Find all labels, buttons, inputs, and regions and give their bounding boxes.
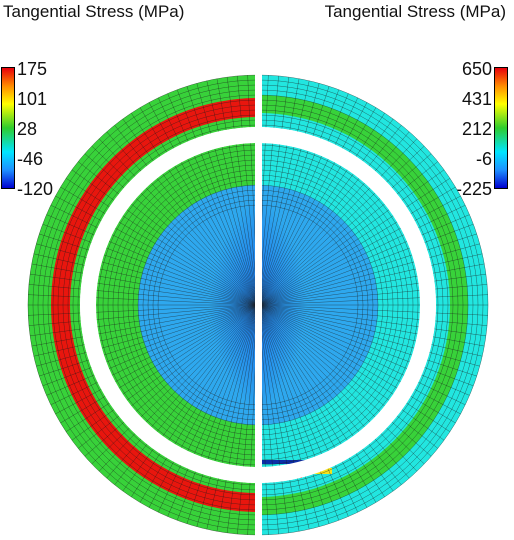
center-split: [255, 60, 262, 540]
